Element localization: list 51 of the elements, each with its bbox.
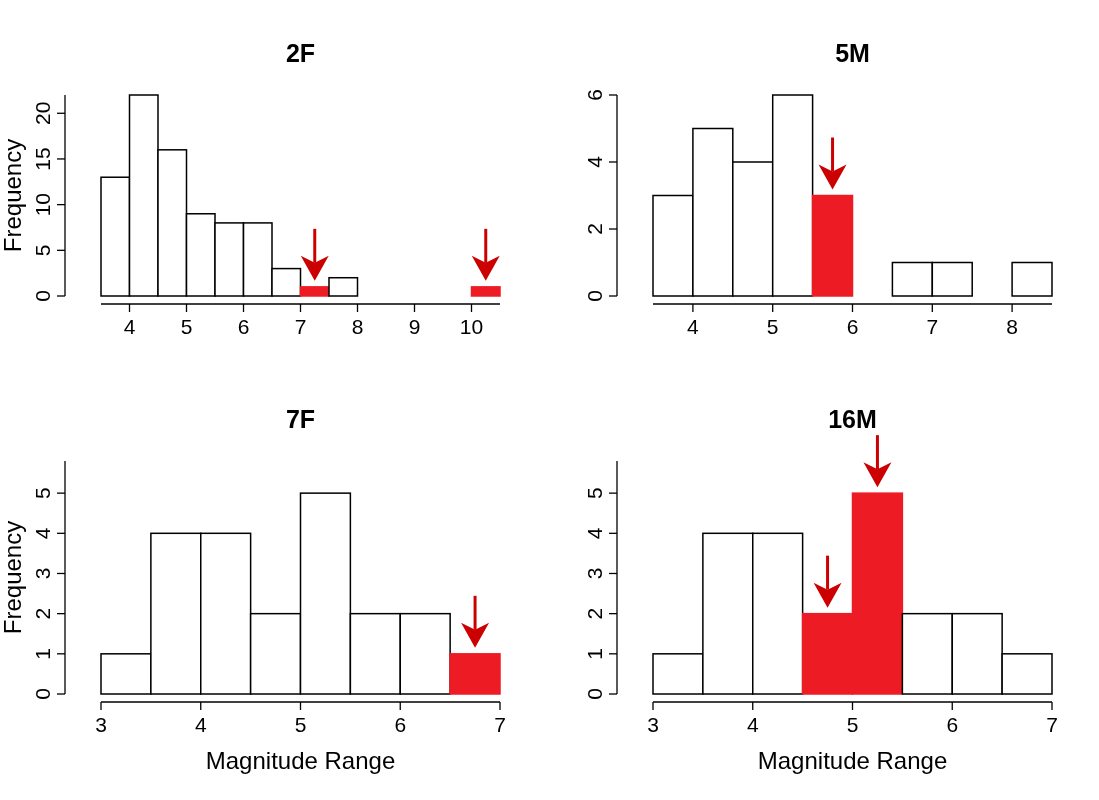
y-tick-label: 2 — [31, 607, 54, 620]
x-tick-label: 5 — [180, 315, 193, 338]
y-tick-label: 1 — [31, 647, 54, 660]
x-tick-label: 3 — [647, 713, 659, 736]
x-tick-label: 7 — [926, 315, 939, 338]
y-tick-label: 4 — [31, 527, 54, 540]
x-tick-label: 7 — [494, 713, 506, 736]
x-tick-label: 5 — [294, 713, 307, 736]
y-tick-label: 2 — [583, 223, 606, 235]
y-tick-label: 2 — [583, 607, 606, 620]
chart-title: 2F — [285, 39, 316, 67]
y-axis-title: Frequency — [0, 520, 26, 635]
y-tick-label: 10 — [31, 192, 54, 217]
x-tick-label: 4 — [123, 315, 136, 338]
x-tick-label: 8 — [351, 315, 364, 338]
x-tick-label: 5 — [766, 315, 779, 338]
x-tick-label: 9 — [408, 315, 421, 338]
x-tick-label: 6 — [946, 713, 959, 736]
chart-title: 16M — [828, 405, 877, 433]
x-tick-label: 4 — [746, 713, 759, 736]
y-tick-label: 5 — [31, 487, 54, 499]
x-tick-label: 7 — [1046, 713, 1058, 736]
x-tick-label: 5 — [846, 713, 859, 736]
x-tick-label: 8 — [1006, 315, 1018, 338]
y-tick-label: 0 — [583, 290, 606, 302]
x-tick-label: 6 — [237, 315, 250, 338]
x-tick-label: 4 — [687, 315, 700, 338]
y-tick-label: 3 — [31, 567, 54, 580]
x-tick-label: 6 — [394, 713, 407, 736]
x-tick-label: 10 — [459, 315, 484, 338]
x-tick-label: 4 — [194, 713, 207, 736]
x-tick-label: 7 — [294, 315, 307, 338]
x-axis-title: Magnitude Range — [205, 747, 396, 774]
y-tick-label: 0 — [31, 688, 54, 700]
chart-title: 7F — [285, 405, 316, 433]
x-axis-title: Magnitude Range — [757, 747, 948, 774]
y-tick-label: 15 — [31, 147, 54, 171]
y-tick-label: 20 — [31, 101, 54, 125]
y-axis-title: Frequency — [0, 138, 26, 253]
y-tick-label: 4 — [583, 527, 606, 540]
y-tick-label: 0 — [31, 290, 54, 302]
y-tick-label: 1 — [583, 647, 606, 660]
chart-title: 5M — [835, 39, 870, 67]
x-tick-label: 3 — [95, 713, 107, 736]
y-tick-label: 6 — [583, 89, 606, 101]
y-tick-label: 3 — [583, 567, 606, 580]
x-tick-label: 6 — [846, 315, 859, 338]
y-tick-label: 4 — [583, 155, 606, 168]
y-tick-label: 5 — [31, 244, 54, 257]
y-tick-label: 0 — [583, 688, 606, 700]
y-tick-label: 5 — [583, 487, 606, 499]
